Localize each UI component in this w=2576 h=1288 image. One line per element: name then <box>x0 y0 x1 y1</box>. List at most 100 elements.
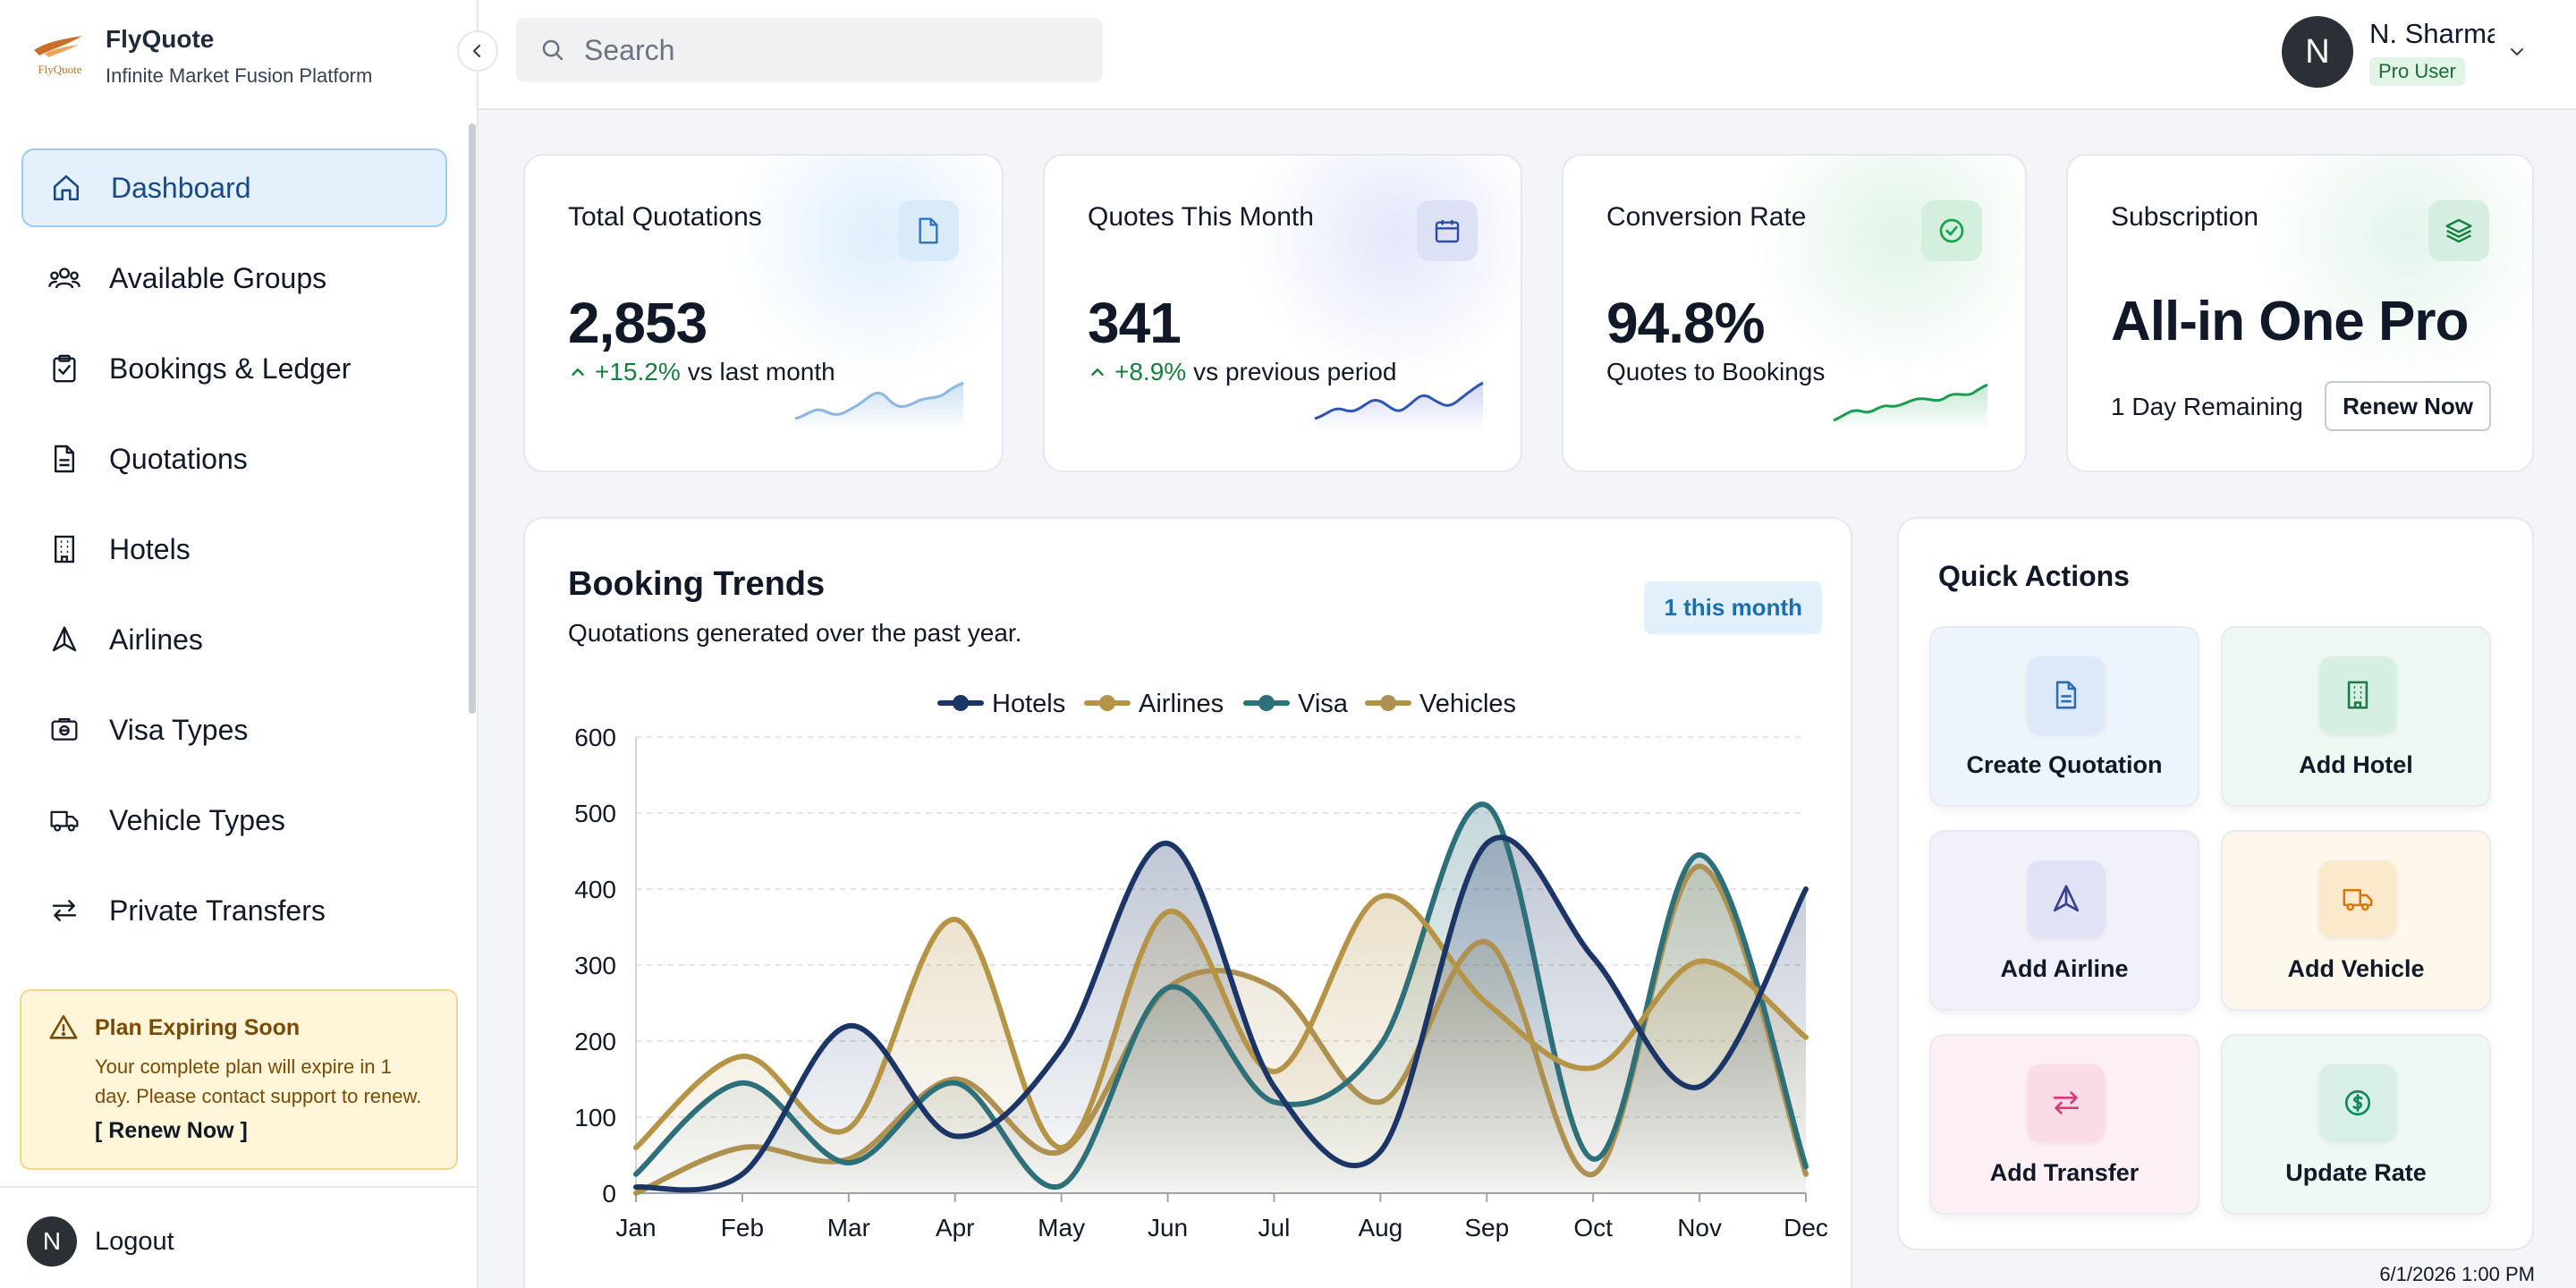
legend-marker <box>1099 695 1115 711</box>
alert-message-line2: day. Please contact support to renew. <box>95 1085 422 1107</box>
x-tick-label: May <box>1038 1214 1085 1241</box>
sidebar-item-quotations[interactable]: Quotations <box>21 419 447 498</box>
add-hotel-button[interactable]: Add Hotel <box>2221 626 2491 807</box>
sparkline <box>1314 381 1484 431</box>
stat-title: Conversion Rate <box>1606 202 1807 232</box>
search-box[interactable] <box>516 18 1103 82</box>
building-icon <box>2319 657 2396 733</box>
y-tick-label: 600 <box>574 724 616 751</box>
chart-subtitle: Quotations generated over the past year. <box>568 619 1022 647</box>
dollar-circle-icon <box>2319 1064 2396 1141</box>
plane-icon <box>2028 860 2105 937</box>
truck-icon <box>48 804 80 836</box>
sparkline <box>794 381 964 431</box>
sidebar-item-label: Bookings & Ledger <box>109 352 352 385</box>
renew-now-button[interactable]: Renew Now <box>2325 381 2491 431</box>
svg-text:FlyQuote: FlyQuote <box>38 63 81 76</box>
chevron-left-icon <box>472 44 481 58</box>
sidebar-item-hotels[interactable]: Hotels <box>21 510 447 589</box>
y-tick-label: 200 <box>574 1028 616 1055</box>
sidebar: FlyQuote FlyQuote Infinite Market Fusion… <box>0 0 498 1288</box>
series-line-hotels <box>633 835 1809 1193</box>
area-hotels <box>636 837 1806 1193</box>
y-tick-label: 100 <box>574 1104 616 1131</box>
add-transfer-button[interactable]: Add Transfer <box>1929 1034 2199 1215</box>
sidebar-item-label: Quotations <box>109 442 248 475</box>
logout-label: Logout <box>95 1226 174 1256</box>
logout-button[interactable]: N Logout <box>27 1216 174 1267</box>
sidebar-item-vehicle-types[interactable]: Vehicle Types <box>21 781 447 860</box>
legend-label: Vehicles <box>1419 690 1516 718</box>
legend-marker <box>1380 695 1396 711</box>
stat-change-text: vs last month <box>687 358 835 386</box>
stat-value: 341 <box>1088 291 1182 355</box>
home-icon <box>50 172 82 204</box>
stat-value: 94.8% <box>1606 291 1765 355</box>
user-menu[interactable]: N N. Sharma Pro User <box>2282 16 2530 88</box>
x-tick-label: Jun <box>1148 1214 1188 1241</box>
renew-now-link[interactable]: [ Renew Now ] <box>95 1118 248 1143</box>
users-icon <box>48 262 80 294</box>
sidebar-item-airlines[interactable]: Airlines <box>21 600 447 679</box>
sidebar-item-visa-types[interactable]: Visa Types <box>21 691 447 769</box>
y-tick-label: 400 <box>574 876 616 903</box>
stat-title: Subscription <box>2111 202 2259 232</box>
timestamp: 6/1/2026 1:00 PM <box>2379 1263 2535 1285</box>
sidebar-item-label: Airlines <box>109 623 203 656</box>
layers-icon <box>2428 200 2489 261</box>
arrows-exchange-icon <box>48 894 80 927</box>
create-quotation-button[interactable]: Create Quotation <box>1929 626 2199 807</box>
x-tick-label: Dec <box>1784 1214 1828 1241</box>
subscription-plan: All-in One Pro <box>2111 291 2469 352</box>
sidebar-scrollbar[interactable] <box>469 123 476 714</box>
sidebar-nav: Dashboard Available Groups Bookings & Le… <box>21 148 447 962</box>
avatar: N <box>27 1216 77 1267</box>
stat-title: Total Quotations <box>568 202 762 232</box>
x-tick-label: Nov <box>1677 1214 1722 1241</box>
alert-title: Plan Expiring Soon <box>95 1014 301 1040</box>
x-tick-label: Aug <box>1358 1214 1402 1241</box>
add-airline-button[interactable]: Add Airline <box>1929 830 2199 1011</box>
stat-caption: Quotes to Bookings <box>1606 358 1826 386</box>
sidebar-item-label: Dashboard <box>111 171 251 204</box>
stat-change: +15.2% <box>595 358 681 386</box>
quick-actions-card: Quick Actions Create Quotation Add Hotel… <box>1897 517 2534 1250</box>
search-input[interactable] <box>584 33 1085 67</box>
file-icon <box>2028 657 2105 733</box>
quick-action-label: Add Airline <box>2000 955 2129 982</box>
x-tick-label: Mar <box>827 1214 870 1241</box>
stat-title: Quotes This Month <box>1088 202 1314 232</box>
warning-icon <box>49 1014 78 1039</box>
legend-marker <box>953 695 969 711</box>
stat-value: 2,853 <box>568 291 708 355</box>
brand[interactable]: FlyQuote FlyQuote Infinite Market Fusion… <box>27 23 372 89</box>
sidebar-footer: N Logout <box>0 1186 479 1288</box>
sidebar-item-label: Visa Types <box>109 713 249 746</box>
quick-action-label: Create Quotation <box>1966 751 2163 778</box>
sidebar-item-label: Vehicle Types <box>109 803 285 836</box>
x-tick-label: Oct <box>1573 1214 1613 1241</box>
user-name: N. Sharma <box>2369 18 2495 49</box>
trend-up-icon <box>1088 362 1107 382</box>
quick-action-label: Add Hotel <box>2299 751 2413 778</box>
stat-card-conversion-rate: Conversion Rate 94.8% Quotes to Bookings <box>1562 154 2027 472</box>
booking-trends-chart: 0 100 200 300 400 500 600 Jan Feb Mar Apr May Jun Jul… <box>574 690 1828 1241</box>
search-icon <box>542 39 564 61</box>
sidebar-item-dashboard[interactable]: Dashboard <box>21 148 447 227</box>
plane-icon <box>48 623 80 656</box>
legend-label: Visa <box>1298 690 1349 718</box>
sidebar-item-available-groups[interactable]: Available Groups <box>21 239 447 318</box>
stat-card-subscription: Subscription All-in One Pro 1 Day Remain… <box>2066 154 2534 472</box>
brand-name: FlyQuote <box>106 25 215 53</box>
chevron-down-icon[interactable] <box>2504 38 2530 65</box>
sidebar-item-private-transfers[interactable]: Private Transfers <box>21 871 447 950</box>
flyquote-logo: FlyQuote <box>27 23 93 89</box>
topbar: N N. Sharma Pro User <box>479 0 2576 110</box>
add-vehicle-button[interactable]: Add Vehicle <box>2221 830 2491 1011</box>
collapse-sidebar-button[interactable] <box>457 30 498 72</box>
plan-badge: Pro User <box>2369 57 2465 86</box>
file-icon <box>898 200 959 261</box>
sidebar-item-bookings-ledger[interactable]: Bookings & Ledger <box>21 329 447 408</box>
update-rate-button[interactable]: Update Rate <box>2221 1034 2491 1215</box>
y-tick-label: 0 <box>602 1180 616 1208</box>
